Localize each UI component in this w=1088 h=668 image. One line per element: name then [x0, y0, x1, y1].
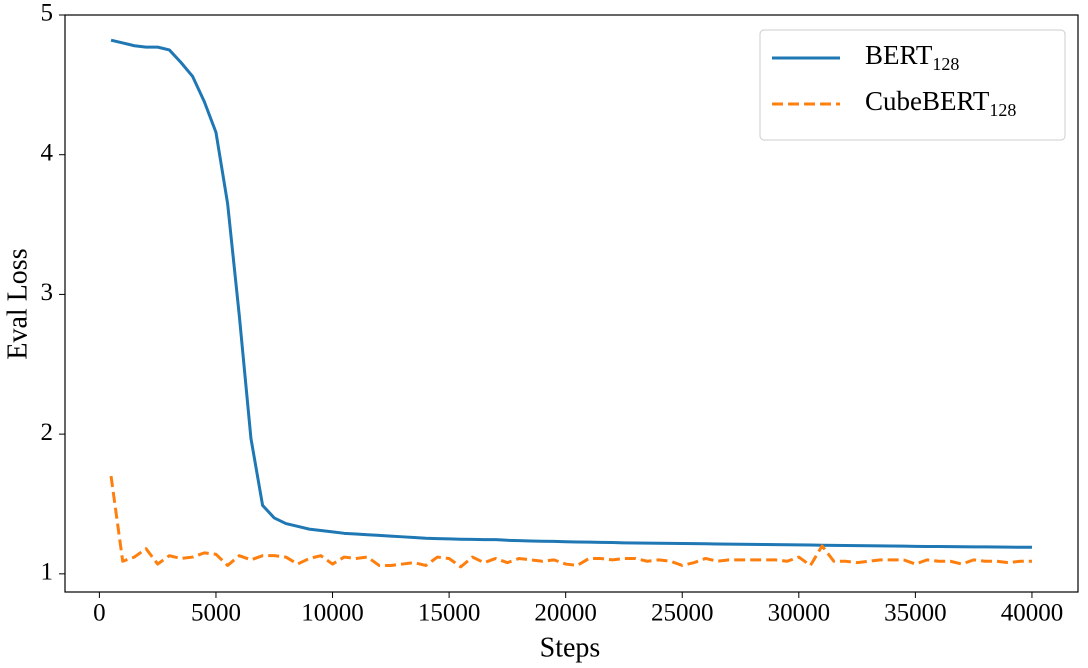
x-tick-label: 5000 [191, 600, 241, 627]
x-tick-label: 35000 [884, 600, 947, 627]
y-tick-label: 4 [41, 139, 54, 166]
legend-name: BERT [865, 40, 933, 70]
y-tick-label: 3 [41, 279, 54, 306]
x-tick-label: 20000 [534, 600, 597, 627]
series-line [110, 38, 1032, 549]
legend-label: BERT128 [865, 40, 959, 74]
legend-subscript: 128 [989, 100, 1016, 120]
y-tick-label: 2 [41, 419, 54, 446]
legend-name: CubeBERT [865, 86, 990, 116]
x-tick-label: 15000 [418, 600, 481, 627]
legend-subscript: 128 [932, 54, 959, 74]
x-tick-label: 25000 [651, 600, 714, 627]
x-tick-label: 0 [93, 600, 106, 627]
x-tick-label: 40000 [1001, 600, 1064, 627]
x-tick-label: 30000 [768, 600, 831, 627]
x-tick-label: 10000 [301, 600, 364, 627]
x-axis-label: Steps [540, 632, 601, 663]
y-tick-label: 5 [41, 0, 54, 27]
plot-frame [64, 14, 1079, 593]
y-tick-label: 1 [41, 559, 54, 586]
legend-label: CubeBERT128 [865, 86, 1016, 120]
y-axis-label: Eval Loss [2, 248, 33, 359]
series-line [109, 475, 1032, 569]
